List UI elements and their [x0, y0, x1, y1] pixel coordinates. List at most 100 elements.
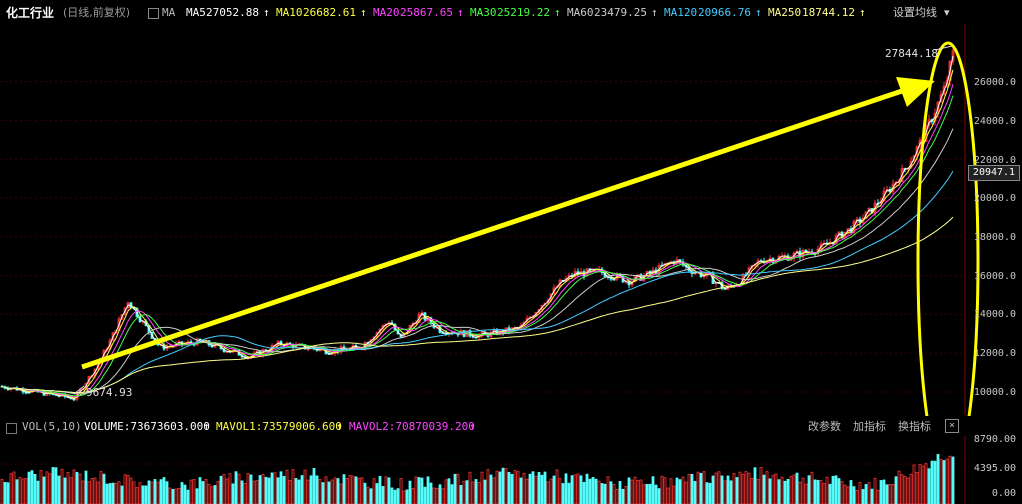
ma120-arrow-icon: ↑ [755, 6, 762, 19]
volume-bar [297, 479, 301, 504]
volume-indicator-name[interactable]: VOL(5,10) [22, 420, 82, 433]
volume-bar [96, 481, 100, 504]
volume-bar [825, 476, 829, 504]
price-chart[interactable] [0, 24, 1022, 416]
volume-bar [789, 476, 793, 504]
volume-bar [483, 479, 487, 504]
volume-bar [126, 474, 130, 504]
volume-bar [924, 463, 928, 504]
volume-bar [504, 467, 508, 504]
volume-bar [822, 483, 826, 504]
volume-bar [930, 460, 934, 504]
volume-bar [522, 472, 526, 504]
volume-bar [636, 480, 640, 504]
current-price-label: 20947.1 [968, 165, 1020, 181]
candle-body [537, 309, 541, 313]
volume-bar [117, 481, 121, 504]
volume-bar [741, 473, 745, 504]
volume-bar [420, 477, 424, 504]
volume-bar [282, 475, 286, 504]
volume-bar [552, 475, 556, 504]
volume-bar [849, 480, 853, 504]
volume-bar [84, 470, 88, 504]
ma120-value: 20966.76 [698, 6, 751, 19]
volume-bar [120, 485, 124, 504]
ma-settings-button[interactable]: 设置均线 [893, 6, 937, 19]
volume-bar [321, 482, 325, 504]
close-icon[interactable]: × [945, 419, 959, 433]
volume-bar [21, 478, 25, 504]
volume-bar [726, 475, 730, 504]
edit-params-button[interactable]: 改参数 [808, 420, 841, 433]
volume-bar [99, 471, 103, 504]
candle-body [375, 332, 379, 338]
volume-bar [699, 472, 703, 504]
volume-bar [225, 478, 229, 504]
y-axis-label: 16000.0 [973, 271, 1016, 282]
volume-bar [93, 477, 97, 504]
volume-bar [798, 481, 802, 504]
volume-bar [237, 473, 241, 504]
candle-body [915, 146, 919, 157]
volume-bar [303, 469, 307, 504]
volume-bar [312, 468, 316, 504]
volume-bar [450, 484, 454, 504]
volume-bar [360, 477, 364, 504]
add-indicator-button[interactable]: 加指标 [853, 420, 886, 433]
volume-bar [579, 475, 583, 504]
volume-bar [768, 478, 772, 504]
volume-value: VOLUME:73673603.000 [84, 420, 210, 433]
volume-bar [327, 481, 331, 504]
ma20-line [1, 84, 954, 398]
volume-bar [393, 489, 397, 504]
volume-bar [759, 467, 763, 504]
volume-bar [672, 485, 676, 504]
volume-bar [807, 475, 811, 504]
switch-indicator-button[interactable]: 换指标 [898, 420, 931, 433]
volume-bar [399, 478, 403, 504]
candle-body [540, 304, 544, 311]
volume-bar [660, 475, 664, 504]
volume-bar [267, 477, 271, 504]
volume-bar [279, 471, 283, 504]
volume-bar [564, 473, 568, 504]
volume-bar [378, 475, 382, 504]
candle-body [795, 250, 799, 254]
volume-bar [531, 471, 535, 504]
volume-bar [387, 477, 391, 504]
volume-bar [540, 474, 544, 504]
volume-bar [765, 471, 769, 504]
volume-bar [558, 478, 562, 504]
volume-bar [597, 480, 601, 504]
volume-bar [723, 480, 727, 504]
volume-bar [546, 481, 550, 504]
volume-bar [519, 477, 523, 504]
volume-toggle-checkbox[interactable] [6, 423, 17, 434]
volume-bar [168, 487, 172, 504]
volume-bar [192, 479, 196, 504]
volume-bar [462, 480, 466, 504]
volume-bar [927, 468, 931, 504]
volume-bar [477, 482, 481, 504]
volume-bar [738, 471, 742, 504]
volume-bar [900, 474, 904, 504]
volume-bar [429, 482, 433, 504]
volume-bar [669, 478, 673, 504]
volume-chart[interactable] [0, 436, 1022, 504]
period-label[interactable]: (日线,前复权) [63, 6, 131, 19]
volume-bar [648, 483, 652, 504]
volume-bar [0, 479, 4, 504]
volume-bar [861, 489, 865, 504]
volume-bar [729, 480, 733, 504]
chevron-down-icon[interactable]: ▾ [944, 6, 950, 19]
volume-bar [60, 468, 64, 504]
volume-bar [783, 480, 787, 504]
volume-bar [300, 475, 304, 504]
volume-bar [777, 479, 781, 504]
candle-body [927, 119, 931, 126]
volume-bar [684, 481, 688, 504]
volume-bar [843, 484, 847, 504]
ma-toggle-checkbox[interactable] [148, 8, 159, 19]
volume-bar [177, 488, 181, 504]
volume-bar [42, 476, 46, 504]
